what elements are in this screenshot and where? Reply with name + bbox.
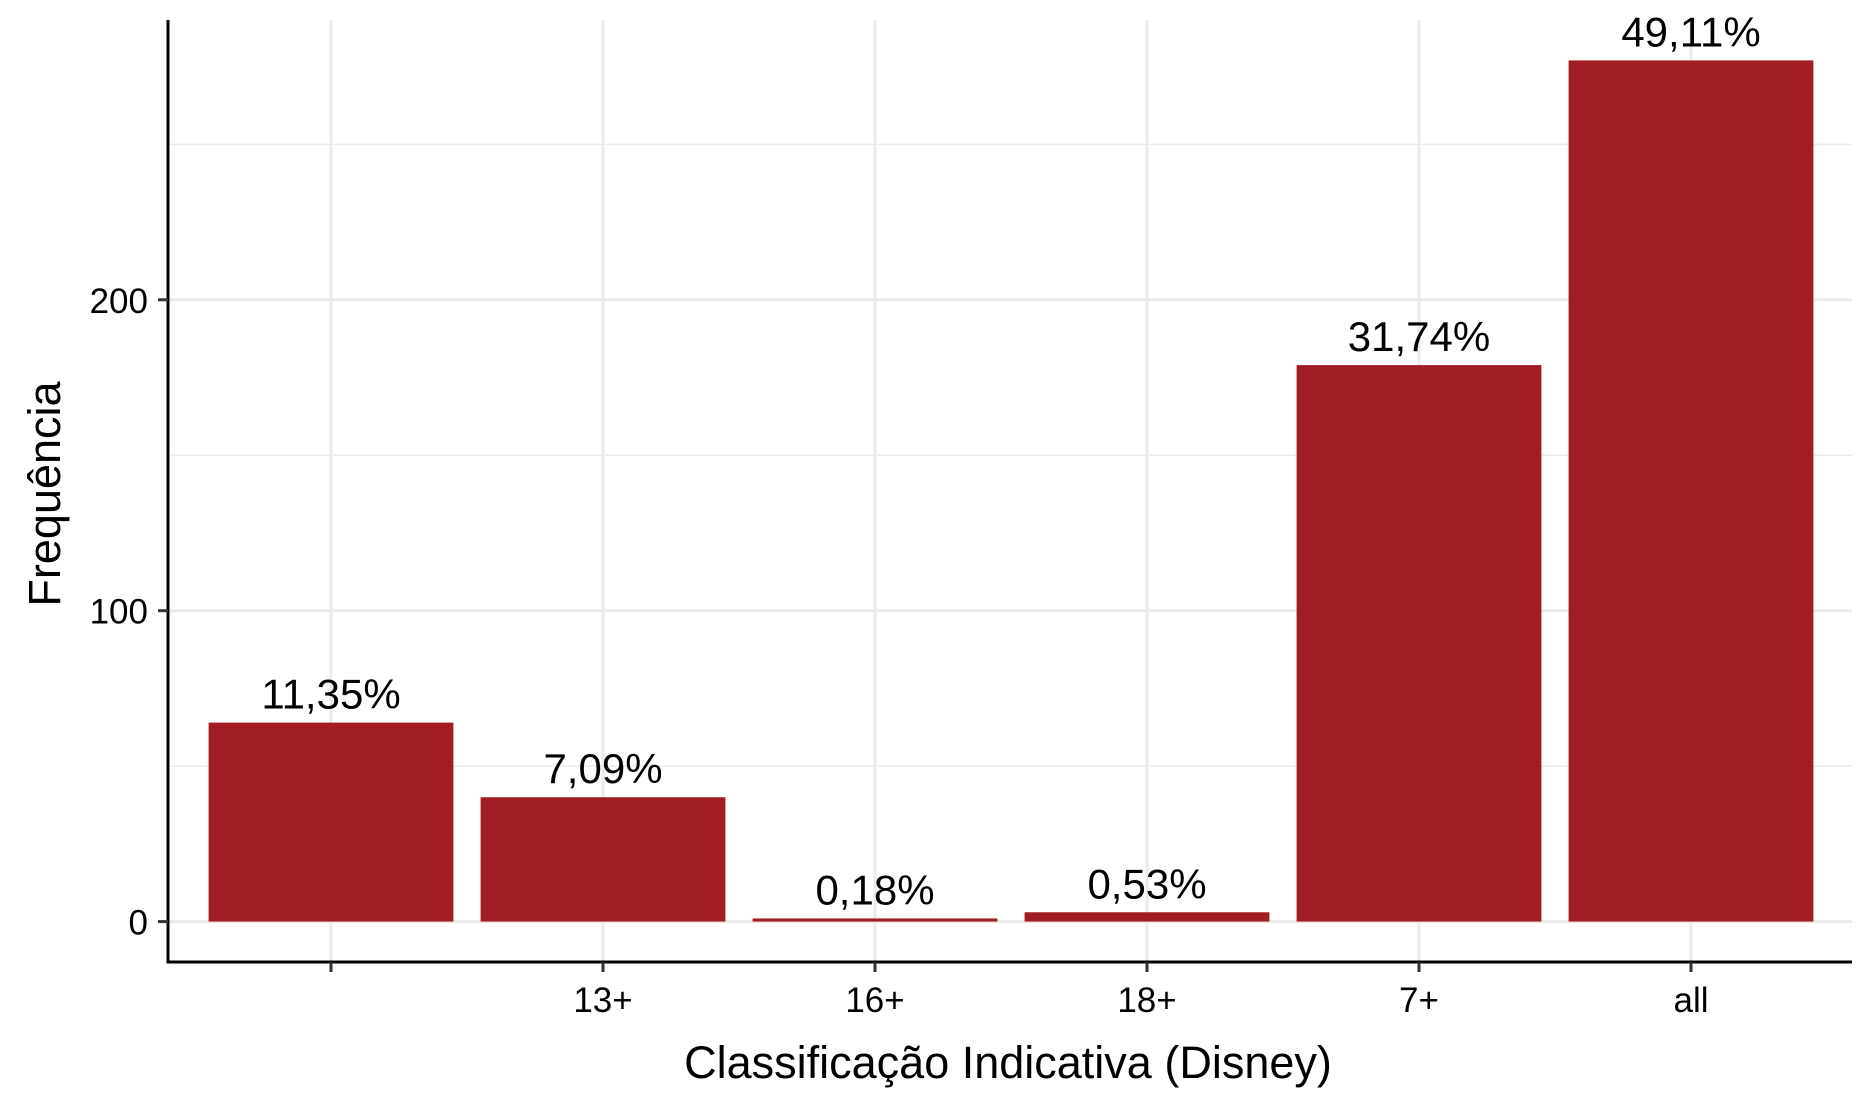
x-tick-label: 7+ [1399, 981, 1439, 1020]
bar [1296, 365, 1542, 922]
bar-value-label: 49,11% [1621, 8, 1760, 55]
bar [480, 797, 726, 922]
bar-value-label: 0,18% [815, 866, 934, 913]
x-tick-label: 16+ [845, 981, 904, 1020]
bar [208, 722, 454, 922]
bar-value-label: 0,53% [1087, 860, 1206, 907]
bar-labels: 11,35% 7,09% 0,18% 0,53% 31,74% 49,11% [261, 8, 1760, 913]
bar-value-label: 11,35% [261, 671, 400, 718]
bar-value-label: 7,09% [543, 745, 662, 792]
bar [1568, 60, 1814, 922]
axes: 0 100 200 13+ 16+ 18+ 7+ all [90, 20, 1852, 1020]
bars [208, 60, 1814, 922]
x-axis-title: Classificação Indicativa (Disney) [684, 1037, 1332, 1088]
bar-value-label: 31,74% [1348, 313, 1490, 360]
x-tick-label: 18+ [1117, 981, 1176, 1020]
x-tick-label: 13+ [573, 981, 632, 1020]
y-axis-title: Frequência [19, 380, 70, 606]
y-tick-label: 100 [90, 593, 148, 632]
bar [1024, 912, 1270, 922]
y-tick-label: 200 [90, 282, 148, 321]
bar [752, 918, 998, 922]
y-tick-label: 0 [129, 904, 148, 943]
x-tick-label: all [1673, 981, 1708, 1020]
